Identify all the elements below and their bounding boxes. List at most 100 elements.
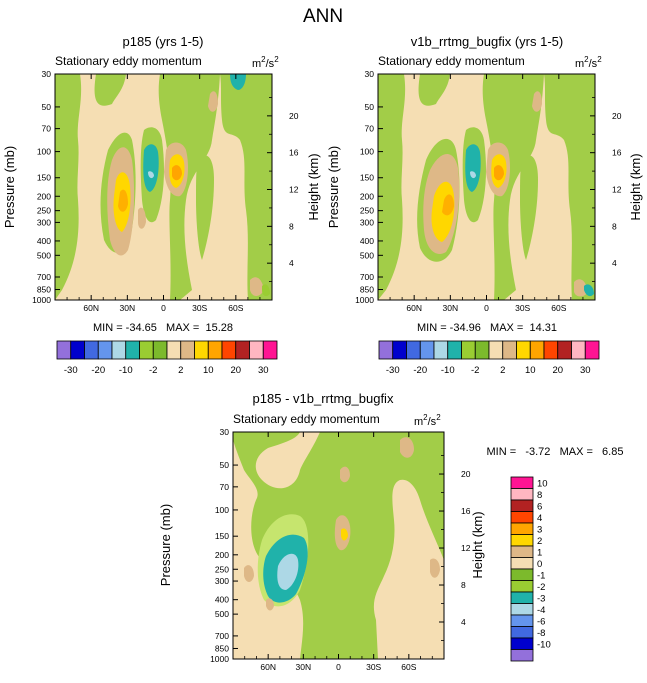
colorbar-swatch [194,340,209,360]
panel-3-axes: 305070100150200250300400500700850100060N… [210,427,471,672]
pressure-tick-label: 150 [215,531,229,541]
colorbar-swatch [510,545,534,558]
colorbar-swatch [557,340,572,360]
colorbar-swatch [510,603,534,616]
pressure-tick-label: 1000 [210,654,229,664]
colorbar-swatch [510,557,534,570]
colorbar-label: -2 [537,582,545,593]
colorbar-swatch [447,340,462,360]
panel-1-fills [55,74,272,300]
colorbar-swatch [221,340,237,360]
pressure-tick-label: 400 [37,236,51,246]
colorbar-label: -30 [64,365,78,376]
pressure-tick-label: 50 [42,102,52,112]
pressure-tick-label: 1000 [355,295,374,305]
latitude-tick-label: 0 [484,303,489,313]
colorbar-swatch [584,340,600,360]
colorbar-swatch [510,580,534,593]
latitude-tick-label: 30S [515,303,530,313]
latitude-tick-label: 60N [260,662,276,672]
colorbar-label: -1 [537,571,545,582]
latitude-tick-label: 60N [83,303,99,313]
panel-3-fills [233,432,444,659]
colorbar-label: -20 [413,365,427,376]
colorbar-label: -2 [471,365,479,376]
colorbar-swatch [139,340,154,360]
latitude-tick-label: 30N [296,662,312,672]
panel-2-minmax: MIN = -34.96 MAX = 14.31 [417,322,557,334]
colorbar-swatch [207,340,223,360]
pressure-tick-label: 850 [215,643,229,653]
latitude-tick-label: 30N [443,303,459,313]
height-tick-label: 16 [461,506,471,516]
height-tick-label: 20 [612,111,622,121]
pressure-tick-label: 700 [37,272,51,282]
pressure-tick-label: 70 [365,124,375,134]
panel-1-ylabel: Pressure (mb) [2,146,17,228]
colorbar-swatch [488,340,504,360]
latitude-tick-label: 60N [406,303,422,313]
latitude-tick-label: 0 [161,303,166,313]
colorbar-label: -20 [91,365,105,376]
colorbar-swatch [406,340,421,360]
colorbar-swatch [97,340,113,360]
height-tick-label: 20 [289,111,299,121]
colorbar-label: -10 [537,640,551,651]
panel-1-subtitle: Stationary eddy momentum [55,54,202,68]
colorbar-swatch [84,340,99,360]
panel-2-units: m2/s2 [575,55,602,70]
pressure-tick-label: 400 [215,595,229,605]
colorbar-swatch [516,340,531,360]
colorbar-swatch [166,340,182,360]
panel-2-fills [378,74,595,300]
pressure-tick-label: 30 [220,427,230,437]
colorbar-label: -8 [537,628,545,639]
colorbar-swatch [502,340,517,360]
panel-2-y2label: Height (km) [628,153,643,220]
colorbar-label: -10 [119,365,133,376]
pressure-tick-label: 50 [220,460,230,470]
height-tick-label: 12 [612,185,622,195]
colorbar-label: -10 [441,365,455,376]
latitude-tick-label: 60S [551,303,566,313]
height-tick-label: 20 [461,469,471,479]
colorbar-label: 10 [537,479,548,490]
colorbar-swatch [262,340,278,360]
colorbar-swatch [510,626,534,639]
colorbar-label: 0 [537,559,542,570]
panel-3-ylabel: Pressure (mb) [158,504,173,586]
pressure-tick-label: 100 [360,147,374,157]
colorbar-swatch [510,649,534,662]
colorbar-label: -2 [149,365,157,376]
pressure-tick-label: 200 [37,191,51,201]
colorbar-label: 2 [500,365,505,376]
colorbar-label: -4 [537,605,545,616]
colorbar-swatch [510,522,534,535]
colorbar-swatch [510,499,534,512]
panel-3-subtitle: Stationary eddy momentum [233,412,380,426]
height-tick-label: 16 [612,148,622,158]
colorbar-swatch [152,340,168,360]
pressure-tick-label: 70 [42,124,52,134]
latitude-tick-label: 30S [192,303,207,313]
colorbar-swatch [510,476,534,489]
colorbar-label: 4 [537,513,542,524]
colorbar-label: 20 [552,365,563,376]
pressure-tick-label: 300 [360,217,374,227]
height-tick-label: 8 [612,221,617,231]
colorbar-swatch [419,340,435,360]
colorbar-label: 3 [537,525,542,536]
pressure-tick-label: 1000 [32,295,51,305]
panel-3-contour-plot: p185 - v1b_rrtmg_bugfix Stationary eddy … [158,391,623,672]
height-tick-label: 12 [289,185,299,195]
colorbar-label: -6 [537,617,545,628]
colorbar-label: 1 [537,548,542,559]
panel-2-ylabel: Pressure (mb) [326,146,341,228]
colorbar-swatch [474,340,490,360]
panel-2-axes: 305070100150200250300400500700850100060N… [355,69,622,313]
pressure-tick-label: 500 [360,250,374,260]
colorbar-swatch [510,488,534,501]
pressure-tick-label: 150 [37,173,51,183]
pressure-tick-label: 250 [215,564,229,574]
